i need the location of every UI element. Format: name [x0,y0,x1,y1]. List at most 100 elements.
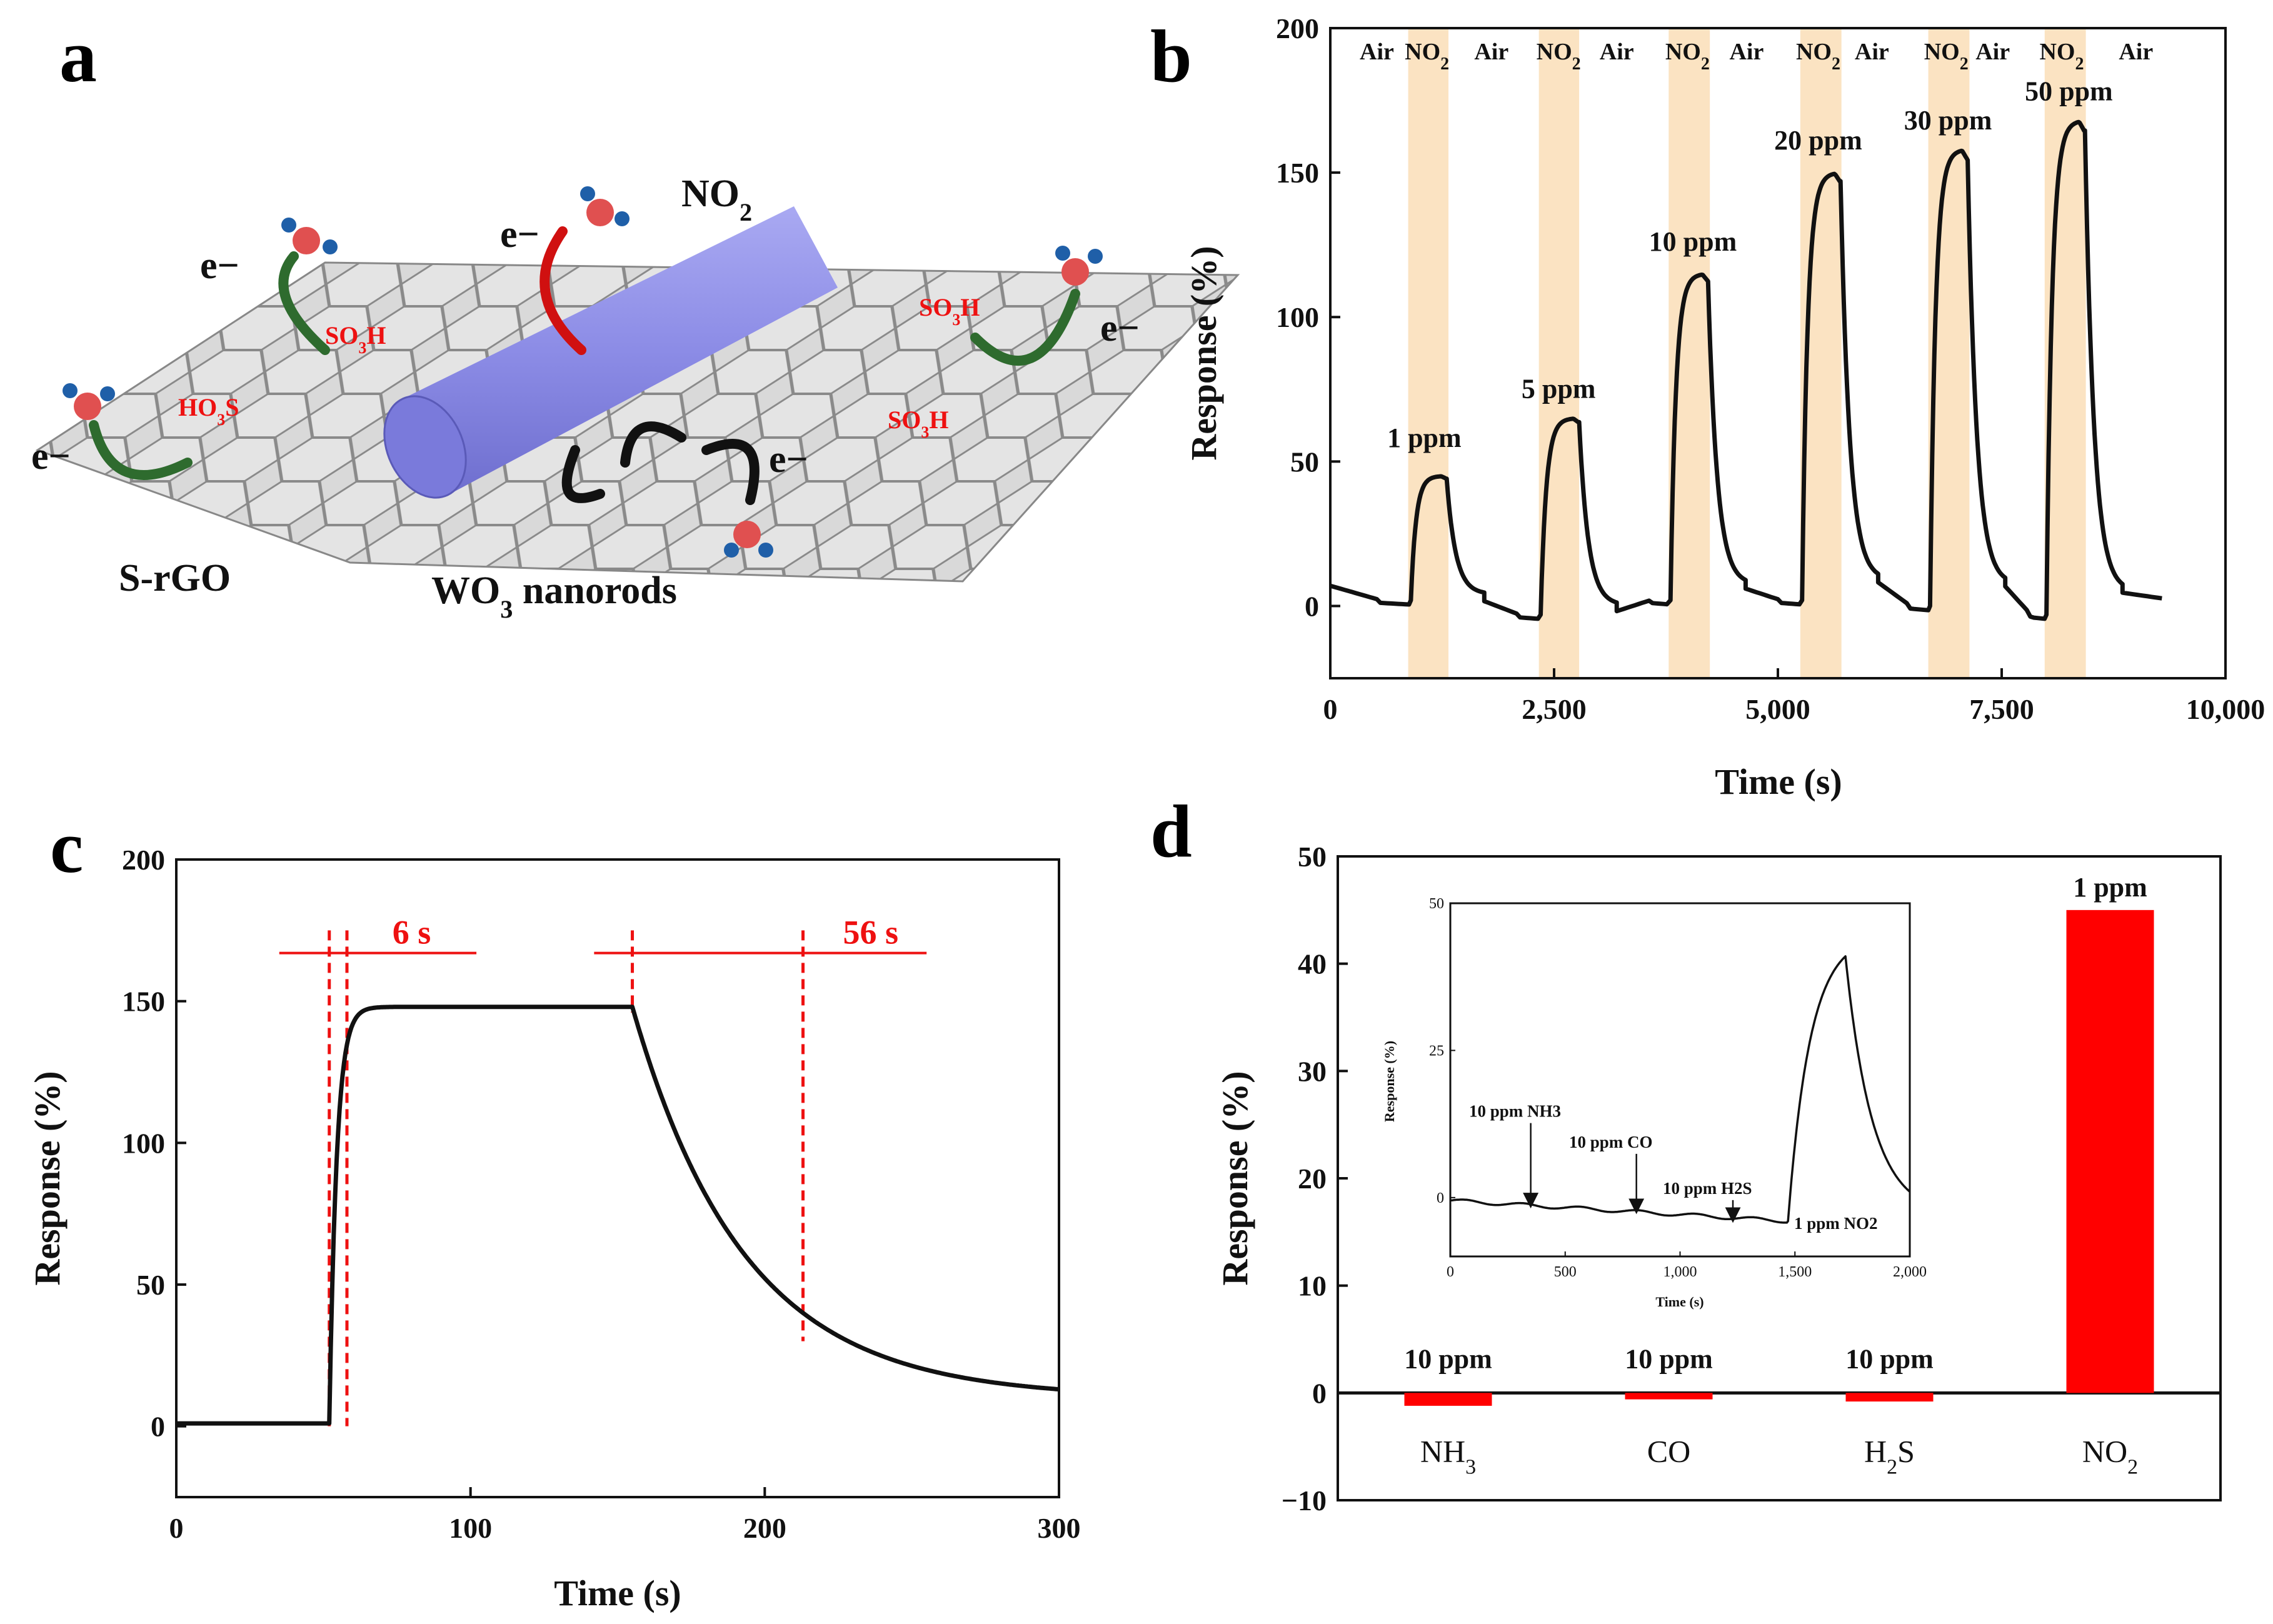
bar-label: 1 ppm [2073,872,2147,903]
bar-label: 10 ppm [1845,1343,1934,1374]
no2-band [1408,28,1449,678]
x-tick-label: 100 [449,1512,492,1544]
response-line [1330,119,2162,621]
y-tick-label: 50 [1298,841,1327,873]
response-time-label: 6 s [393,914,431,951]
x-tick-label: 7,500 [1969,693,2034,725]
inset-x-tick-label: 500 [1554,1264,1577,1280]
plot-frame [175,858,1060,1498]
bar [1404,1393,1492,1406]
panel-label-c: c [50,805,83,888]
x-tick-label: 300 [1038,1512,1081,1544]
x-tick-label: 0 [169,1512,184,1544]
graphene-sheet [35,261,1240,583]
concentration-label: 30 ppm [1904,105,1992,136]
wo3-label: WO3 nanorods [431,569,677,623]
x-tick-label: 5,000 [1745,693,1810,725]
x-tick-label: 200 [743,1512,786,1544]
concentration-label: 1 ppm [1387,423,1462,453]
inset-y-tick-label: 25 [1429,1043,1444,1059]
inset-annotation: 10 ppm NH3 [1469,1102,1561,1121]
inset-y-axis-label: Response (%) [1382,1041,1397,1122]
gas-label: Air [2119,39,2153,65]
no2-band [1538,28,1580,678]
inset-x-axis-label: Time (s) [1655,1294,1703,1310]
y-tick-label: 10 [1298,1270,1327,1302]
x-tick-label: 10,000 [2186,693,2265,725]
y-tick-label: 0 [1305,590,1319,622]
gas-labels: Air NO2 Air NO2 Air NO2 Air NO2 Air NO2 Air NO2 Air [1360,39,2153,74]
x-tick-label: 2,500 [1522,693,1587,725]
panel-label-b: b [1150,14,1192,98]
molecules [63,186,1103,558]
inset-axis-ticks: 0 500 1,000 1,500 2,000 0 25 50 [1429,896,1927,1280]
y-tick-label: 100 [1276,301,1319,333]
y-tick-label: 30 [1298,1055,1327,1087]
y-tick-label: −10 [1282,1485,1327,1516]
inset-x-tick-label: 0 [1447,1264,1454,1280]
inset-x-tick-label: 1,500 [1778,1264,1812,1280]
electron-label: e− [200,244,239,287]
category-label: NO2 [2082,1433,2138,1478]
gas-label: NO2 [1405,39,1449,74]
category-label: NH3 [1420,1433,1476,1478]
y-tick-label: 0 [151,1411,165,1443]
y-tick-label: 50 [136,1269,165,1301]
electron-label: e− [31,435,71,478]
bars: 10 ppm NH3 10 ppm CO 10 ppm H2S 1 ppm NO2 [1404,872,2154,1478]
y-tick-label: 200 [1276,13,1319,44]
y-axis-label: Response (%) [1215,1071,1255,1285]
electron-label: e− [769,438,808,481]
y-tick-label: 150 [1276,157,1319,189]
no2-band [1668,28,1710,678]
gas-label: NO2 [1796,39,1840,74]
x-axis-label: Time (s) [554,1573,681,1613]
axis-ticks: 0 100 200 300 0 50 100 150 200 [122,844,1081,1544]
y-tick-label: 150 [122,986,165,1018]
gas-label: Air [1975,39,2010,65]
inset-annotations: 10 ppm NH3 10 ppm CO 10 ppm H2S 1 ppm NO2 [1469,1102,1878,1233]
electron-arrows [89,226,1080,505]
bar [1625,1393,1713,1400]
category-label: H2S [1864,1433,1915,1478]
so3h-group: SO3H [325,321,386,357]
category-label: CO [1647,1433,1690,1468]
bar [1845,1393,1934,1402]
no2-product-label: NO2 [681,173,752,226]
panel-label-a: a [59,14,97,98]
panel-d-chart: d −10 0 10 20 30 40 50 10 ppm NH3 10 ppm CO 10 ppm… [1150,789,2222,1516]
panel-c-chart: c 0 100 200 300 0 50 100 150 200 Time (s) Respon… [27,805,1081,1613]
bar-label: 10 ppm [1404,1343,1492,1374]
axis-ticks: 0 2,500 5,000 7,500 10,000 0 50 100 150 200 [1276,13,2265,725]
inset-annotation: 1 ppm NO2 [1794,1214,1878,1233]
inset-x-tick-label: 1,000 [1663,1264,1697,1280]
x-axis-label: Time (s) [1715,761,1842,802]
y-tick-label: 200 [122,844,165,876]
y-axis-label: Response (%) [1183,246,1224,460]
gas-label: Air [1855,39,1889,65]
x-tick-label: 0 [1323,693,1338,725]
y-tick-label: 0 [1312,1377,1327,1409]
gas-label: Air [1600,39,1634,65]
y-tick-label: 100 [122,1127,165,1159]
electron-label: e− [500,213,539,256]
y-tick-label: 20 [1298,1163,1327,1195]
y-tick-label: 40 [1298,948,1327,980]
wo3-nanorod [383,206,838,499]
panel-label-d: d [1150,789,1192,873]
concentration-label: 10 ppm [1649,226,1737,257]
panel-b-chart: b 0 2,500 5,000 7,500 10,000 0 50 100 150 200 Air… [1150,13,2265,802]
inset-annotation: 10 ppm H2S [1663,1179,1752,1198]
y-axis-label: Response (%) [27,1071,68,1285]
gas-label: Air [1729,39,1764,65]
gas-label: Air [1474,39,1508,65]
gas-label: NO2 [1665,39,1710,74]
panel-a-schematic: a [31,14,1240,623]
concentration-label: 5 ppm [1522,374,1596,404]
inset-y-tick-label: 50 [1429,896,1444,912]
bar-label: 10 ppm [1625,1343,1713,1374]
inset-x-tick-label: 2,000 [1893,1264,1927,1280]
bar [2066,910,2154,1393]
